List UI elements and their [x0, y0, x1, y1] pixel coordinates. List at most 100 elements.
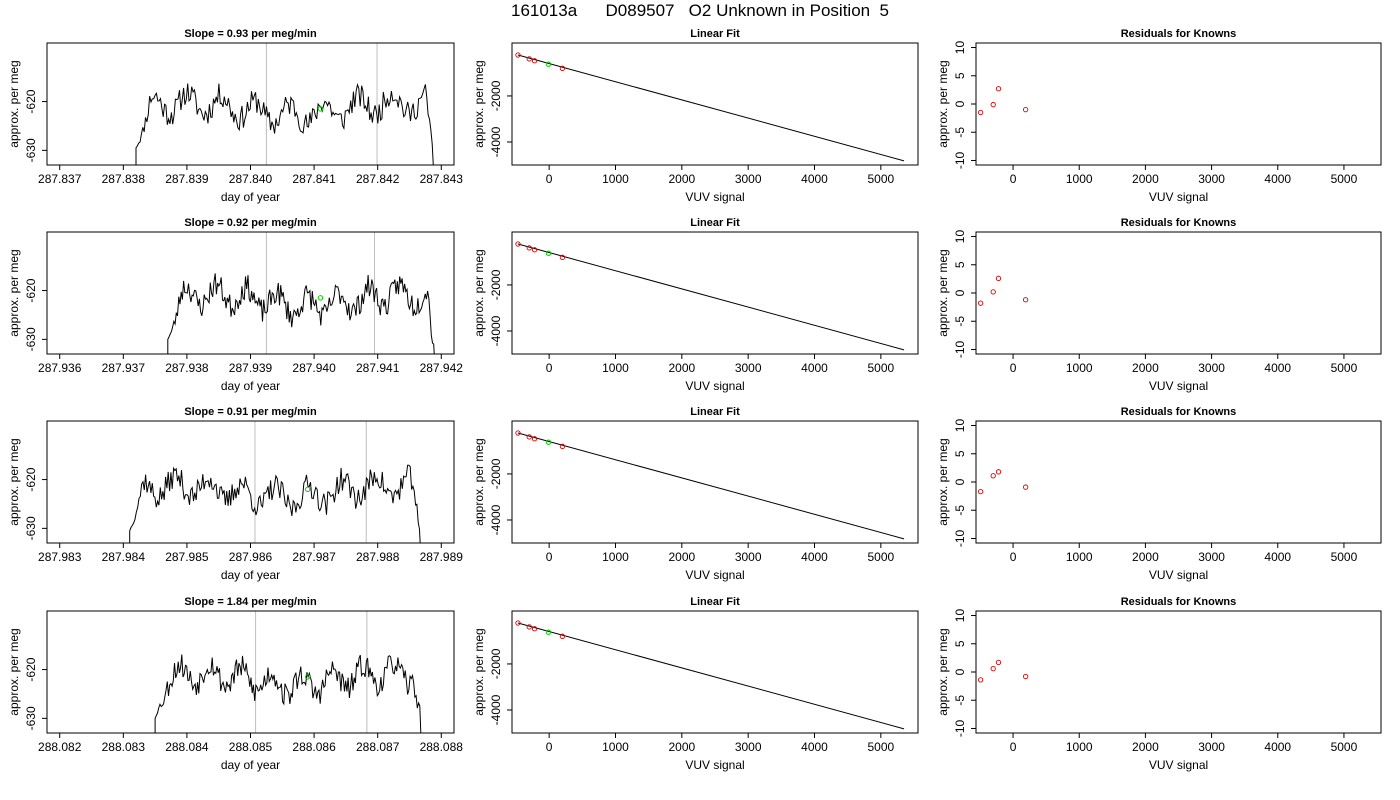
x-tick-label: 2000 [1132, 740, 1159, 754]
plot-area [129, 421, 421, 543]
known-point [526, 624, 532, 630]
x-tick-label: 5000 [867, 740, 894, 754]
unknown-sample-point [317, 106, 324, 112]
known-point [559, 65, 566, 71]
panel-4-2: Linear Fit 0 1000 2000 3000 4000 5000 -4000 -200… [472, 596, 919, 772]
plot-area [515, 620, 905, 730]
y-tick-label: -5 [953, 695, 967, 706]
y-tick-label: -4000 [489, 504, 503, 535]
x-axis-label: VUV signal [1149, 568, 1208, 582]
plot-frame [975, 231, 1382, 355]
unknown-sample-point [317, 295, 324, 301]
x-tick-label: 1000 [1066, 740, 1093, 754]
x-tick-label: 2000 [1132, 550, 1159, 564]
known-point [995, 275, 1002, 281]
x-tick-label: 5000 [867, 550, 894, 564]
x-tick-label: 287.988 [356, 550, 400, 564]
x-tick-label: 0 [1010, 172, 1017, 186]
y-axis-label: approx. per meg [7, 628, 21, 715]
x-tick-label: 287.941 [356, 361, 400, 375]
y-tick-label: -620 [24, 89, 38, 113]
x-tick-label: 4000 [801, 550, 828, 564]
panel-title: Linear Fit [690, 28, 740, 40]
x-tick-label: 0 [546, 740, 553, 754]
x-tick-label: 0 [546, 550, 553, 564]
x-tick-label: 5000 [1331, 361, 1358, 375]
panel-title: Slope = 0.91 per meg/min [184, 406, 317, 418]
x-tick-label: 0 [1010, 550, 1017, 564]
data-series-line [135, 82, 434, 165]
y-tick-label: -10 [953, 340, 967, 358]
y-tick-label: -5 [953, 127, 967, 138]
fit-line [517, 243, 905, 351]
y-tick-label: -10 [953, 719, 967, 737]
known-point [515, 620, 521, 626]
y-tick-label: -2000 [489, 458, 503, 489]
x-tick-label: 3000 [1198, 550, 1225, 564]
panel-3-3: Residuals for Knowns 0 1000 2000 3000 4000 500… [936, 406, 1382, 582]
fit-line [517, 432, 905, 540]
plot-area [977, 469, 1029, 495]
plot-frame [511, 420, 919, 544]
known-point [531, 247, 538, 253]
x-tick-label: 4000 [801, 361, 828, 375]
unknown-point [545, 61, 552, 67]
known-point [559, 633, 566, 639]
y-tick-label: 10 [953, 609, 967, 623]
known-point [515, 241, 521, 247]
x-tick-label: 1000 [1066, 361, 1093, 375]
x-axis-label: day of year [221, 190, 280, 204]
x-tick-label: 287.989 [420, 550, 464, 564]
y-axis-label: approx. per meg [472, 60, 486, 147]
y-axis-label: approx. per meg [7, 249, 21, 336]
y-axis-label: approx. per meg [472, 438, 486, 525]
known-point [559, 443, 566, 449]
panel-title: Residuals for Knowns [1121, 406, 1237, 418]
y-tick-label: -620 [24, 278, 38, 302]
plot-frame [975, 420, 1382, 544]
plot-area [515, 52, 905, 162]
x-tick-label: 2000 [668, 740, 695, 754]
y-axis-label: approx. per meg [7, 438, 21, 525]
x-tick-label: 1000 [602, 172, 629, 186]
x-tick-label: 287.937 [102, 361, 146, 375]
plot-frame [975, 610, 1382, 734]
y-tick-label: 10 [953, 419, 967, 433]
panel-title: Slope = 0.92 per meg/min [184, 217, 317, 229]
known-point [559, 254, 566, 260]
x-tick-label: 0 [1010, 740, 1017, 754]
x-tick-label: 2000 [1132, 361, 1159, 375]
known-point [531, 626, 538, 632]
panel-4-1: Slope = 1.84 per meg/min 288.082 288.083 28… [7, 596, 463, 772]
x-tick-label: 5000 [867, 361, 894, 375]
x-tick-label: 5000 [867, 172, 894, 186]
x-axis-label: VUV signal [685, 758, 744, 772]
y-axis-label: approx. per meg [936, 628, 950, 715]
x-tick-label: 4000 [1264, 172, 1291, 186]
x-axis-label: VUV signal [1149, 379, 1208, 393]
x-axis-label: day of year [221, 568, 280, 582]
x-tick-label: 287.842 [356, 172, 400, 186]
known-point [995, 86, 1002, 92]
page-title: 161013a D089507 O2 Unknown in Position 5 [510, 1, 890, 20]
x-tick-label: 288.088 [420, 740, 464, 754]
x-tick-label: 287.985 [165, 550, 209, 564]
y-tick-label: -2000 [489, 269, 503, 300]
y-tick-label: -4000 [489, 694, 503, 725]
x-tick-label: 288.085 [229, 740, 273, 754]
x-tick-label: 287.839 [165, 172, 209, 186]
panel-title: Slope = 1.84 per meg/min [184, 596, 317, 608]
y-axis-label: approx. per meg [472, 628, 486, 715]
plot-frame [511, 231, 919, 355]
panel-1-2: Linear Fit 0 1000 2000 3000 4000 5000 -4000 -200… [472, 28, 919, 204]
y-tick-label: -10 [953, 151, 967, 169]
y-tick-label: 0 [953, 478, 967, 485]
panel-2-3: Residuals for Knowns 0 1000 2000 3000 4000 500… [936, 217, 1382, 393]
x-tick-label: 4000 [1264, 550, 1291, 564]
known-point [977, 677, 984, 683]
x-tick-label: 4000 [801, 172, 828, 186]
y-tick-label: -4000 [489, 126, 503, 157]
y-tick-label: -620 [24, 657, 38, 681]
panel-4-3: Residuals for Knowns 0 1000 2000 3000 4000 500… [936, 596, 1382, 772]
